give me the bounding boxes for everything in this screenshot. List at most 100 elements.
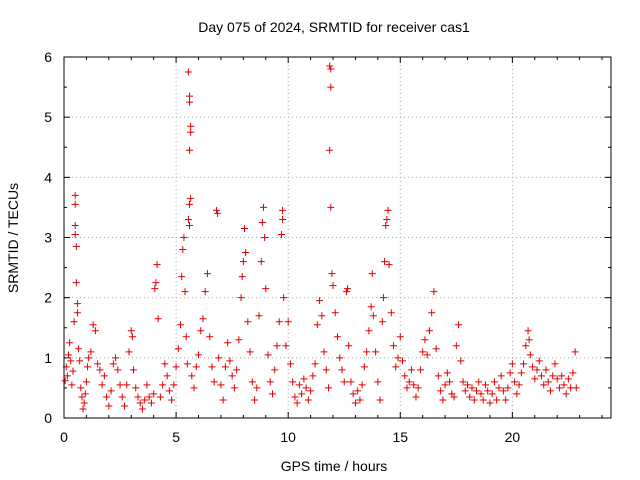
data-point	[240, 224, 248, 232]
data-point	[425, 327, 433, 335]
data-point	[384, 206, 392, 214]
y-tick-label: 1	[44, 350, 52, 366]
data-point	[378, 318, 386, 326]
data-point	[382, 221, 390, 229]
data-point	[300, 375, 308, 383]
data-point	[338, 366, 346, 374]
data-point	[195, 351, 203, 359]
data-point	[72, 279, 80, 287]
data-point	[407, 366, 415, 374]
data-point	[546, 387, 554, 395]
data-point	[67, 357, 75, 365]
y-tick-label: 0	[44, 410, 52, 426]
data-point	[87, 348, 95, 356]
data-point	[121, 402, 129, 410]
data-point	[237, 294, 245, 302]
data-point	[134, 393, 142, 401]
data-point	[72, 243, 80, 251]
data-point	[340, 378, 348, 386]
data-point	[85, 354, 93, 362]
data-point	[289, 378, 297, 386]
data-point	[143, 381, 151, 389]
data-point	[109, 360, 117, 368]
data-point	[190, 384, 198, 392]
data-point	[558, 372, 566, 380]
data-point	[466, 393, 474, 401]
data-point	[258, 218, 266, 226]
data-point	[233, 366, 241, 374]
data-point	[495, 384, 503, 392]
data-point	[186, 98, 194, 106]
data-point	[64, 351, 72, 359]
data-point	[515, 381, 523, 389]
y-tick-label: 6	[44, 49, 52, 65]
x-axis-label: GPS time / hours	[281, 458, 388, 474]
data-point	[77, 384, 85, 392]
y-tick-label: 5	[44, 109, 52, 125]
data-point	[188, 372, 196, 380]
data-point	[524, 327, 532, 335]
data-point	[488, 390, 496, 398]
grid-lines	[64, 57, 611, 418]
data-point	[261, 234, 269, 241]
data-point	[368, 270, 376, 278]
data-point	[464, 381, 472, 389]
data-point	[132, 384, 140, 392]
data-point	[165, 387, 173, 395]
data-point	[129, 366, 137, 374]
data-point	[73, 300, 81, 308]
data-point	[572, 384, 580, 392]
data-point	[481, 381, 489, 389]
data-point	[452, 342, 460, 350]
data-point	[354, 387, 362, 395]
data-point	[526, 351, 534, 359]
data-point	[569, 369, 577, 377]
data-point	[327, 203, 335, 211]
data-point	[280, 294, 288, 302]
data-point	[490, 378, 498, 386]
data-point	[180, 234, 188, 241]
data-point	[529, 363, 537, 371]
data-point	[328, 270, 336, 278]
data-point	[307, 387, 315, 395]
data-point	[214, 209, 222, 217]
data-point	[549, 372, 557, 380]
data-point	[125, 348, 133, 356]
data-point	[187, 122, 195, 130]
data-point	[513, 390, 521, 398]
data-point	[244, 318, 252, 326]
data-point	[369, 312, 377, 320]
tick-labels: 0 5 10 15 20 0 1 2 3 4 5 6	[44, 49, 520, 445]
data-point	[242, 249, 250, 257]
data-point	[81, 390, 89, 398]
data-point	[203, 270, 211, 278]
data-point	[387, 309, 395, 317]
data-point	[472, 387, 480, 395]
data-point	[251, 396, 259, 404]
data-point	[511, 378, 519, 386]
data-point	[215, 354, 223, 362]
data-point	[71, 191, 79, 199]
data-point	[318, 312, 326, 320]
data-point	[107, 387, 115, 395]
data-point	[230, 384, 238, 392]
data-point	[376, 396, 384, 404]
data-point	[379, 294, 387, 302]
data-point	[390, 342, 398, 350]
data-point	[181, 288, 189, 296]
data-point	[423, 351, 431, 359]
data-point	[502, 396, 510, 404]
data-point	[186, 200, 194, 208]
data-point	[68, 381, 76, 389]
data-point	[284, 318, 292, 326]
data-point	[504, 384, 512, 392]
data-point	[562, 390, 570, 398]
data-point	[153, 261, 161, 269]
data-point	[184, 215, 192, 223]
data-point	[112, 354, 120, 362]
data-point	[100, 372, 108, 380]
data-point	[253, 384, 261, 392]
data-point	[295, 381, 303, 389]
data-point	[138, 405, 146, 413]
data-point	[268, 390, 276, 398]
